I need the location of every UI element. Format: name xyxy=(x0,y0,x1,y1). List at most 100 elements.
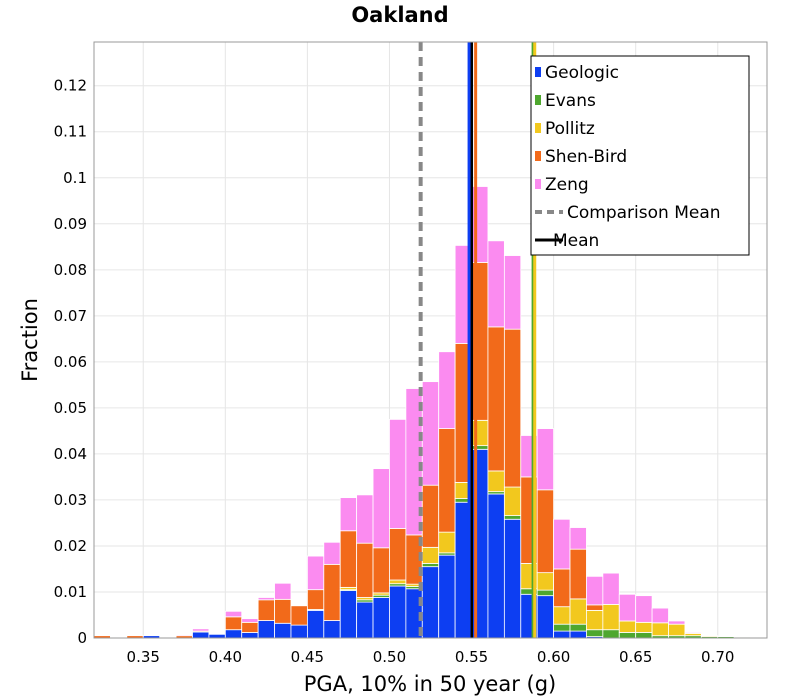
bar-evans xyxy=(553,623,571,632)
bar-zeng xyxy=(602,572,620,605)
x-tick-label: 0.45 xyxy=(291,648,324,666)
bar-pollitz xyxy=(487,470,505,493)
bar-shen-bird xyxy=(438,428,456,533)
bar-evans xyxy=(471,445,489,450)
bar-geologic xyxy=(339,590,358,639)
bar-shen-bird xyxy=(306,589,325,610)
bar-zeng xyxy=(175,634,193,637)
x-axis-title: PGA, 10% in 50 year (g) xyxy=(304,672,556,696)
bar-pollitz xyxy=(536,572,555,591)
bar-geologic xyxy=(192,631,210,639)
bar-shen-bird xyxy=(487,326,505,472)
legend-swatch xyxy=(535,67,541,77)
y-tick-label: 0.07 xyxy=(54,307,87,325)
x-tick-label: 0.60 xyxy=(537,648,570,666)
y-tick-label: 0.05 xyxy=(54,399,87,417)
bar-zeng xyxy=(257,597,275,601)
bar-geologic xyxy=(224,629,243,639)
bar-shen-bird xyxy=(257,599,275,621)
bar-zeng xyxy=(192,628,210,632)
y-tick-label: 0.12 xyxy=(54,77,87,95)
legend-swatch xyxy=(535,123,541,133)
bar-evans xyxy=(536,589,555,597)
bar-evans xyxy=(602,629,620,639)
bar-pollitz xyxy=(618,620,637,633)
bar-pollitz xyxy=(569,598,587,625)
bar-geologic xyxy=(389,585,407,639)
bar-zeng xyxy=(372,468,390,549)
bar-pollitz xyxy=(635,621,653,633)
bar-geologic xyxy=(356,601,374,639)
bar-shen-bird xyxy=(471,262,489,421)
bar-geologic xyxy=(503,518,522,639)
bar-shen-bird xyxy=(372,547,390,594)
chart-title: Oakland xyxy=(351,3,448,27)
bar-pollitz xyxy=(553,606,571,625)
x-tick-label: 0.35 xyxy=(127,648,160,666)
bar-geologic xyxy=(372,597,390,639)
bar-zeng xyxy=(438,351,456,429)
bar-zeng xyxy=(651,607,669,624)
bar-zeng xyxy=(635,595,653,623)
bar-zeng xyxy=(339,497,358,532)
bar-geologic xyxy=(306,609,325,639)
legend-label: Mean xyxy=(553,231,599,251)
bar-zeng xyxy=(241,618,259,623)
y-tick-label: 0.03 xyxy=(54,491,87,509)
bar-geologic xyxy=(241,632,259,639)
x-tick-label: 0.70 xyxy=(701,648,734,666)
plot-frame xyxy=(93,41,768,639)
bar-geologic xyxy=(471,448,489,639)
bar-geologic xyxy=(274,622,292,639)
bar-pollitz xyxy=(700,635,719,638)
bar-geologic xyxy=(421,566,440,639)
bar-evans xyxy=(635,632,653,639)
bar-shen-bird xyxy=(339,530,358,588)
legend-swatch xyxy=(535,151,541,161)
bar-shen-bird xyxy=(290,605,308,626)
x-tick-label: 0.40 xyxy=(209,648,242,666)
bar-geologic xyxy=(553,630,571,639)
bar-zeng xyxy=(306,555,325,591)
bar-shen-bird xyxy=(323,563,341,621)
bar-shen-bird xyxy=(503,328,522,488)
bar-zeng xyxy=(618,593,637,622)
bar-geologic xyxy=(438,554,456,639)
bar-zeng xyxy=(487,240,505,328)
bar-shen-bird xyxy=(569,548,587,600)
x-tick-label: 0.55 xyxy=(455,648,488,666)
bar-zeng xyxy=(274,582,292,600)
bar-zeng xyxy=(224,610,243,618)
bar-zeng xyxy=(471,186,489,263)
bar-evans xyxy=(421,563,440,568)
legend-label: Comparison Mean xyxy=(567,203,721,223)
y-tick-label: 0.1 xyxy=(63,169,87,187)
bar-zeng xyxy=(323,541,341,565)
x-tick-label: 0.65 xyxy=(619,648,652,666)
bar-zeng xyxy=(553,518,571,570)
y-tick-label: 0.09 xyxy=(54,215,87,233)
bar-pollitz xyxy=(651,622,669,637)
legend-label: Shen-Bird xyxy=(545,147,627,167)
x-tick-label: 0.50 xyxy=(373,648,406,666)
bar-zeng xyxy=(586,575,604,606)
legend-swatch xyxy=(535,179,541,189)
bar-shen-bird xyxy=(224,616,243,631)
bar-geologic xyxy=(290,624,308,639)
legend-swatch xyxy=(535,95,541,105)
bar-geologic xyxy=(569,630,587,639)
mean-lines xyxy=(418,42,537,638)
bar-pollitz xyxy=(503,486,522,516)
bar-evans xyxy=(618,632,637,639)
y-axis-ticks: 0 0.01 0.02 0.03 0.04 0.05 0.06 0.07 0.08 0.09 0.1… xyxy=(54,77,87,647)
bar-zeng xyxy=(536,428,555,491)
bar-shen-bird xyxy=(274,598,292,624)
bar-pollitz xyxy=(668,623,686,637)
bar-geologic xyxy=(208,633,226,639)
y-tick-label: 0.08 xyxy=(54,261,87,279)
legend-label: Geologic xyxy=(545,63,619,83)
bar-zeng xyxy=(356,494,374,544)
bar-pollitz xyxy=(421,546,440,564)
bar-zeng xyxy=(668,620,686,625)
